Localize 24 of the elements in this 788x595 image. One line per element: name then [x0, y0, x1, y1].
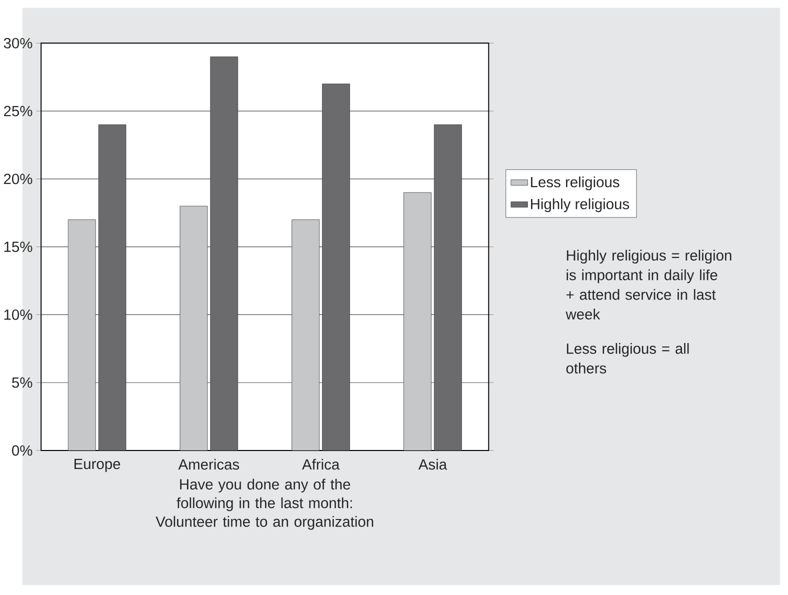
legend-label: Less religious: [531, 176, 620, 190]
text: Less religious = all others: [566, 343, 689, 374]
text: Highly religious = religion is important in daily life + attend service in last week: [566, 250, 732, 320]
y-tick-label: 0%: [12, 445, 32, 456]
legend-label: Highly religious: [531, 198, 630, 212]
y-tick-label: 30%: [4, 38, 32, 48]
x-tick-label: Africa: [302, 458, 340, 470]
bar: [292, 220, 320, 451]
y-tick-label: 15%: [4, 242, 32, 252]
x-tick-label: Asia: [418, 458, 448, 470]
bar: [180, 206, 208, 451]
y-tick-label: 5%: [12, 378, 32, 388]
bar: [210, 56, 238, 451]
x-axis-title: Have you done any of the following in the last month: Volunteer time to an organization: [156, 478, 374, 530]
bar: [98, 124, 126, 451]
bar: [404, 192, 432, 451]
bar: [68, 220, 96, 451]
bar: [322, 84, 350, 451]
bar: [434, 124, 462, 451]
y-tick-label: 25%: [4, 106, 32, 116]
x-tick-label: Europe: [74, 458, 120, 472]
x-tick-label: Americas: [178, 458, 240, 470]
y-tick-label: 10%: [4, 310, 32, 320]
y-tick-label: 20%: [4, 174, 32, 184]
